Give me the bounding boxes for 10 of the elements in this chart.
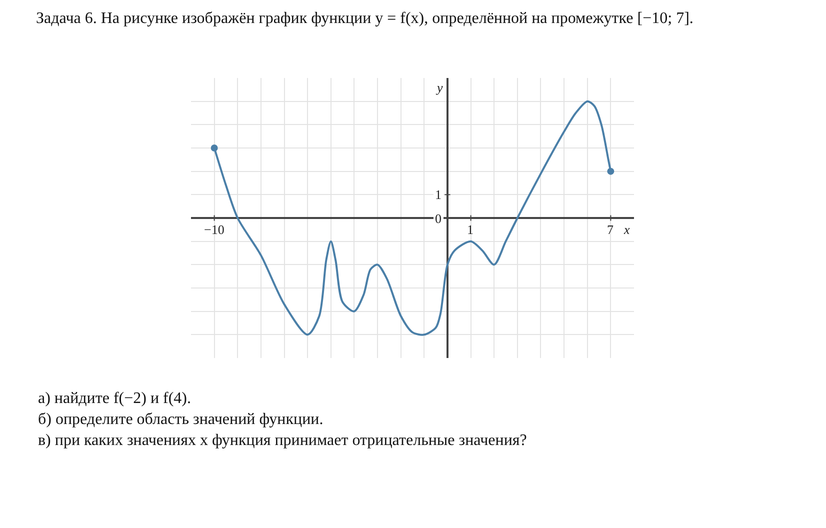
x-tick-label: 1: [467, 222, 474, 237]
y-tick-label: 0: [435, 211, 442, 226]
text: в) при каких значениях x функция принимает отрицательные значения?: [38, 432, 527, 449]
text: а) найдите f(−2) и f(4).: [38, 390, 192, 407]
chart-title: Задача 6. На рисунке изображён график функции y = f(x), определённой на промежутке [−10; 7].: [36, 10, 694, 28]
text: б) определите область значений функции.: [38, 411, 324, 428]
x-tick-label: −10: [204, 222, 224, 237]
x-axis-title: x: [623, 222, 630, 237]
y-axis-title: y: [435, 80, 443, 95]
x-tick-label: 7: [607, 222, 614, 237]
